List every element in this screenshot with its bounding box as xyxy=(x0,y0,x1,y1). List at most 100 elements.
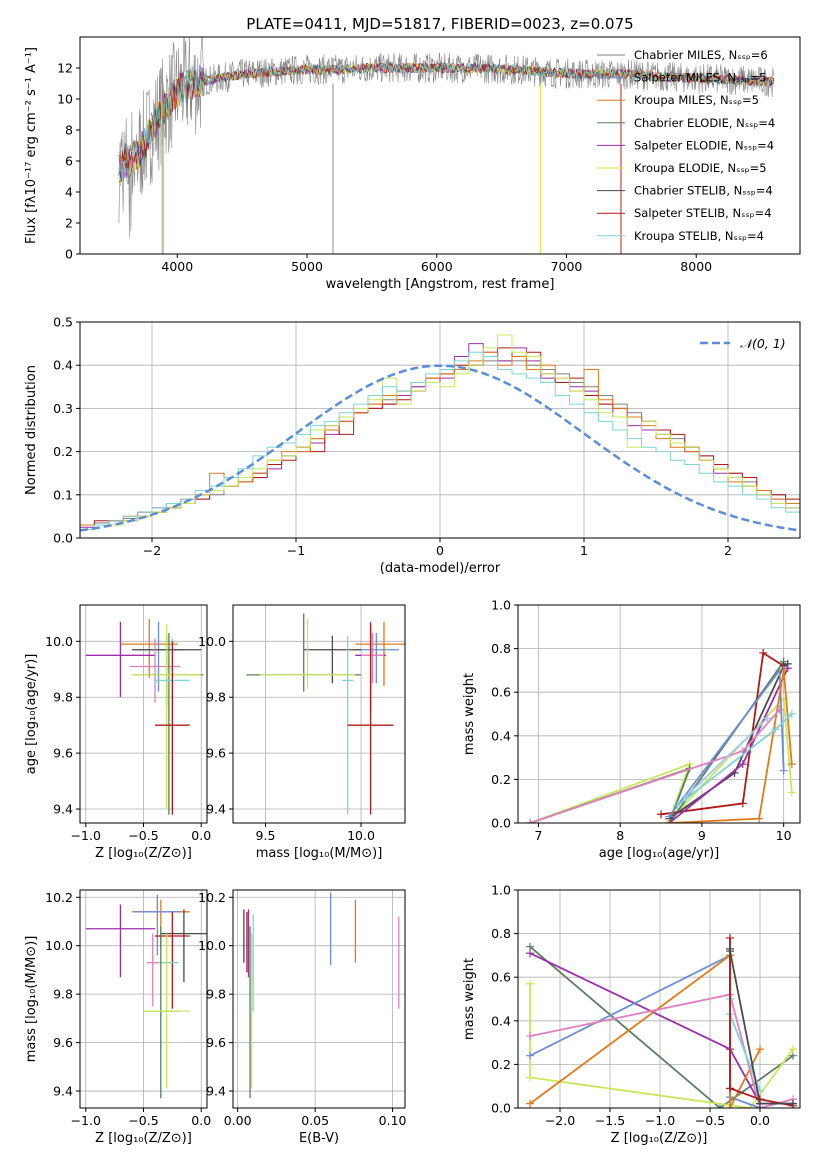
y-tick-label: 12 xyxy=(57,61,73,76)
weight-marker xyxy=(526,1051,534,1060)
x-tick-label: −1.0 xyxy=(71,828,101,843)
x-tick-label: 5000 xyxy=(291,259,323,274)
weight-line xyxy=(530,661,785,823)
y-tick-label: 10 xyxy=(57,92,73,107)
x-axis-label: mass [log₁₀(M/M⊙)] xyxy=(256,846,383,861)
plot-area xyxy=(118,37,775,254)
y-tick-label: 0.5 xyxy=(53,315,73,330)
spectrum-line xyxy=(118,37,775,238)
plot-area xyxy=(243,892,400,1099)
panel-massweight-vs-age: 7 8 9 10 0.0 0.2 0.4 0.6 0.8 1.0 age [log₁₀(age/yr… xyxy=(462,598,801,861)
x-tick-label: −1 xyxy=(287,543,305,558)
y-axis-label: mass weight xyxy=(462,673,477,755)
plot-area xyxy=(526,933,797,1108)
y-tick-label: 0.0 xyxy=(491,816,511,831)
x-axis-label: Z [log₁₀(Z/Z⊙)] xyxy=(95,1131,192,1146)
y-tick-label: 0.6 xyxy=(491,685,511,700)
y-tick-label: 4 xyxy=(65,185,73,200)
axes-frame xyxy=(517,604,801,824)
y-tick-label: 0.2 xyxy=(491,772,511,787)
y-axis-label: age [log₁₀(age/yr)] xyxy=(24,654,39,775)
y-tick-label: 10.0 xyxy=(45,938,73,953)
weight-marker xyxy=(787,710,796,718)
y-axis-label: mass weight xyxy=(462,958,477,1040)
y-tick-label: 0.0 xyxy=(491,1101,511,1116)
y-tick-label: 0.0 xyxy=(53,531,73,546)
weight-marker xyxy=(787,760,796,769)
y-tick-label: 9.6 xyxy=(206,746,226,761)
weight-marker xyxy=(756,1099,764,1108)
weight-marker xyxy=(726,1084,734,1093)
y-tick-label: 0.4 xyxy=(53,358,73,373)
x-tick-label: 10 xyxy=(776,828,792,843)
y-tick-label: 0.3 xyxy=(53,401,73,416)
weight-marker xyxy=(755,814,764,823)
weight-line xyxy=(668,667,789,823)
x-axis-label: Z [log₁₀(Z/Z⊙)] xyxy=(611,1131,708,1146)
panel-residuals: 𝒩(0, 1) −2 −1 0 1 2 0.0 0.1 0.2 0.3 0.4 0.5 (data-mo… xyxy=(24,315,801,576)
legend-label: Kroupa MILES, Nₛₛₚ=5 xyxy=(634,93,759,107)
spectrum-line xyxy=(118,62,775,181)
y-tick-label: 1.0 xyxy=(491,598,511,613)
x-tick-label: 7000 xyxy=(551,259,583,274)
weight-line xyxy=(529,953,761,1108)
y-tick-label: 10.0 xyxy=(198,634,226,649)
panel-mass-vs-EBV: 0.00 0.05 0.10 9.4 9.6 9.8 10.0 10.2 E(B-V) xyxy=(198,889,407,1146)
x-tick-label: 8 xyxy=(616,828,624,843)
weight-marker xyxy=(681,792,690,801)
axes-frame xyxy=(79,36,801,255)
weight-line xyxy=(529,696,793,823)
weight-marker xyxy=(526,1099,534,1108)
x-tick-label: 1 xyxy=(580,543,588,558)
x-tick-label: −2 xyxy=(143,543,161,558)
legend-label: Chabrier STELIB, Nₛₛₚ=4 xyxy=(634,184,773,198)
histogram-series xyxy=(80,351,800,538)
x-tick-label: 0.10 xyxy=(379,1113,407,1128)
x-tick-label: 9.5 xyxy=(256,828,276,843)
y-tick-label: 6 xyxy=(65,154,73,169)
x-tick-label: 0 xyxy=(436,543,444,558)
y-tick-label: 0.6 xyxy=(491,970,511,985)
y-tick-label: 9.8 xyxy=(206,987,226,1002)
y-axis-label: mass [log₁₀(M/M⊙)] xyxy=(24,936,39,1063)
legend-label: Salpeter MILES, Nₛₛₚ=5 xyxy=(634,71,767,85)
y-tick-label: 9.4 xyxy=(53,1084,73,1099)
x-tick-label: −1.0 xyxy=(71,1113,101,1128)
legend-label: Kroupa STELIB, Nₛₛₚ=4 xyxy=(634,229,764,243)
y-tick-label: 0.8 xyxy=(491,641,511,656)
weight-line xyxy=(529,983,794,1108)
weight-marker xyxy=(779,666,788,675)
x-tick-label: −0.5 xyxy=(128,828,158,843)
y-tick-label: 0.2 xyxy=(491,1057,511,1072)
legend-label: 𝒩(0, 1) xyxy=(740,336,786,351)
x-tick-label: −1.5 xyxy=(595,1113,625,1128)
y-tick-label: 1.0 xyxy=(491,883,511,898)
y-tick-label: 9.8 xyxy=(53,987,73,1002)
weight-marker xyxy=(726,1104,734,1108)
x-tick-label: 0.0 xyxy=(191,828,211,843)
x-axis-label: (data-model)/error xyxy=(380,561,501,576)
weight-marker xyxy=(775,705,784,714)
weight-marker xyxy=(779,766,788,775)
y-tick-label: 9.8 xyxy=(206,690,226,705)
figure-title: PLATE=0411, MJD=51817, FIBERID=0023, z=0… xyxy=(246,15,633,33)
x-axis-label: age [log₁₀(age/yr)] xyxy=(599,846,720,861)
plot-area xyxy=(526,648,796,823)
weight-marker xyxy=(738,799,747,808)
y-tick-label: 10.2 xyxy=(45,890,73,905)
weight-marker xyxy=(763,714,772,723)
weight-marker xyxy=(657,810,666,819)
x-axis-label: wavelength [Angstrom, rest frame] xyxy=(326,277,555,292)
weight-marker xyxy=(716,1104,724,1108)
plot-area xyxy=(80,334,800,538)
y-tick-label: 9.4 xyxy=(206,802,226,817)
weight-line xyxy=(729,948,793,1105)
axes-frame xyxy=(232,889,406,1109)
x-tick-label: 0.05 xyxy=(301,1113,329,1128)
plot-area xyxy=(85,618,204,815)
weight-marker xyxy=(789,1099,797,1108)
x-tick-label: 6000 xyxy=(421,259,453,274)
weight-marker xyxy=(726,933,734,942)
x-tick-label: −2.0 xyxy=(545,1113,575,1128)
weight-marker xyxy=(526,1032,534,1041)
